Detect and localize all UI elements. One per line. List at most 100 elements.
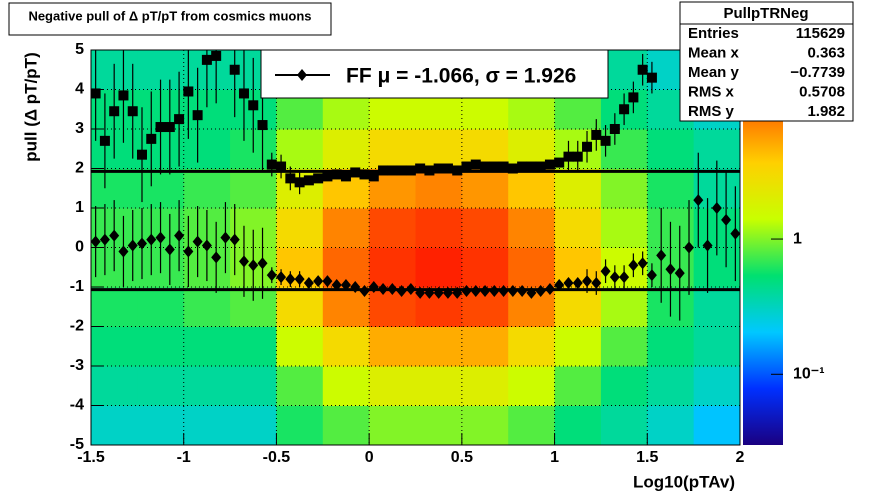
point [313,275,324,288]
heatmap-cell [461,405,509,445]
y-tick-label: -5 [70,436,84,453]
point [378,282,389,295]
point [572,151,583,162]
point [461,284,472,297]
heatmap-cell [322,129,370,169]
point [285,173,296,184]
point [164,243,175,256]
chart-title: Negative pull of Δ pT/pT from cosmics mu… [28,8,311,23]
point [127,106,138,117]
heatmap-cell [693,287,740,327]
heatmap-cell [554,366,602,406]
point [563,151,574,162]
point [396,165,407,176]
point [322,275,333,288]
point [359,284,370,297]
stats-label: Entries [688,25,739,42]
legend: FF μ = -1.066, σ = 1.926 [260,49,609,99]
x-tick-label: -0.5 [263,449,291,466]
x-tick-label: 1.5 [636,449,658,466]
point [378,165,389,176]
heatmap-cell [554,287,602,327]
point [331,169,342,180]
point [183,245,194,258]
point [702,239,713,252]
heatmap-cell [647,326,695,367]
point [535,284,546,297]
heatmap-cell [461,168,509,209]
point [424,165,435,176]
point [238,255,249,268]
z-tick-label: 10⁻¹ [793,366,825,383]
point [498,161,509,172]
point [721,213,732,226]
point [164,122,175,133]
point [609,124,620,134]
point [322,171,333,182]
heatmap-cell [415,129,463,169]
point [489,284,500,297]
point [257,257,268,270]
heatmap-cell [276,208,324,248]
color-axis: 1 10⁻¹ [771,230,825,383]
heatmap-cell [415,326,463,367]
point [146,233,157,246]
heatmap-cell [322,326,370,367]
stats-frame [679,1,854,122]
point [563,277,574,290]
point [192,110,203,121]
heatmap-cell [369,405,416,445]
point [646,269,657,282]
point [405,165,416,176]
point [591,277,602,290]
point [498,284,509,297]
point [99,135,110,146]
point [646,72,657,83]
heatmap-cell [276,405,324,445]
x-tick-label: 0 [365,449,374,466]
stats-label: RMS x [688,83,735,100]
point [572,277,583,290]
point [229,64,240,75]
point [674,267,685,280]
stats-title: PullpTRNeg [724,5,809,22]
point [285,273,296,286]
heatmap-cell [554,326,602,367]
heatmap-cell [600,208,648,248]
point [387,282,398,295]
x-tick-label: 1 [550,449,559,466]
point [517,161,528,172]
stats-value: 0.363 [807,44,845,61]
point [303,277,314,290]
point [248,100,259,111]
heatmap-cell [91,405,138,445]
point [489,161,500,172]
point [276,271,287,284]
heatmap-cell [647,168,695,209]
point [109,106,120,117]
point [109,229,120,242]
point [470,159,481,170]
heatmap-cell [508,247,556,288]
point [619,271,630,284]
stats-label: Mean x [688,44,740,61]
point [507,284,518,297]
point [211,251,222,264]
point [461,161,472,172]
heatmap-cell [508,326,556,367]
point [415,286,426,299]
heatmap-cell [276,326,324,367]
point [582,141,593,152]
point [350,167,361,178]
overlay [91,50,740,321]
point [220,231,231,244]
point [600,265,611,278]
heatmap-cell [276,366,324,406]
point [442,163,453,174]
point [591,129,602,140]
point [665,263,676,276]
point [294,177,305,188]
heatmap-cell [137,326,185,367]
heatmap-cell [91,287,138,327]
point [155,231,166,244]
